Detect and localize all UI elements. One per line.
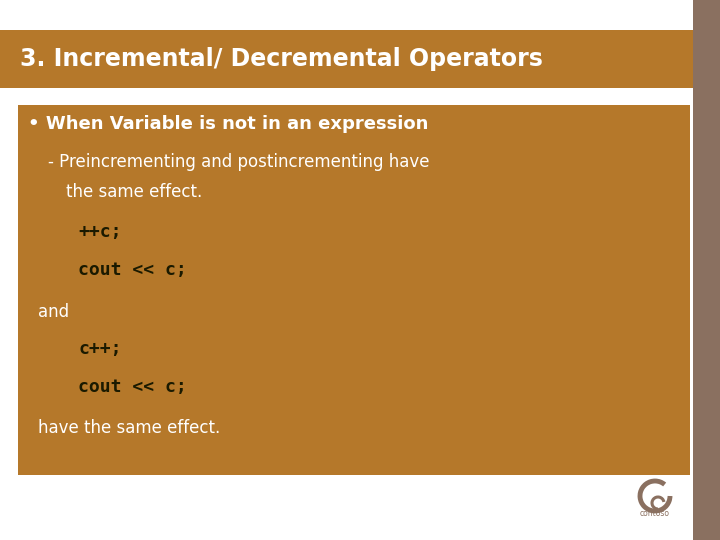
Text: cout << c;: cout << c; xyxy=(78,261,186,279)
Text: contoso: contoso xyxy=(640,510,670,518)
Text: • When Variable is not in an expression: • When Variable is not in an expression xyxy=(28,115,428,133)
Text: c++;: c++; xyxy=(78,340,122,358)
Text: ++c;: ++c; xyxy=(78,223,122,241)
Bar xyxy=(18,105,690,475)
Text: the same effect.: the same effect. xyxy=(66,183,202,201)
Text: - Preincrementing and postincrementing have: - Preincrementing and postincrementing h… xyxy=(48,153,430,171)
Text: cout << c;: cout << c; xyxy=(78,378,186,396)
Text: have the same effect.: have the same effect. xyxy=(38,419,220,437)
Text: 3. Incremental/ Decremental Operators: 3. Incremental/ Decremental Operators xyxy=(20,47,543,71)
Bar xyxy=(693,0,720,540)
Text: and: and xyxy=(38,303,69,321)
Bar xyxy=(0,30,693,88)
